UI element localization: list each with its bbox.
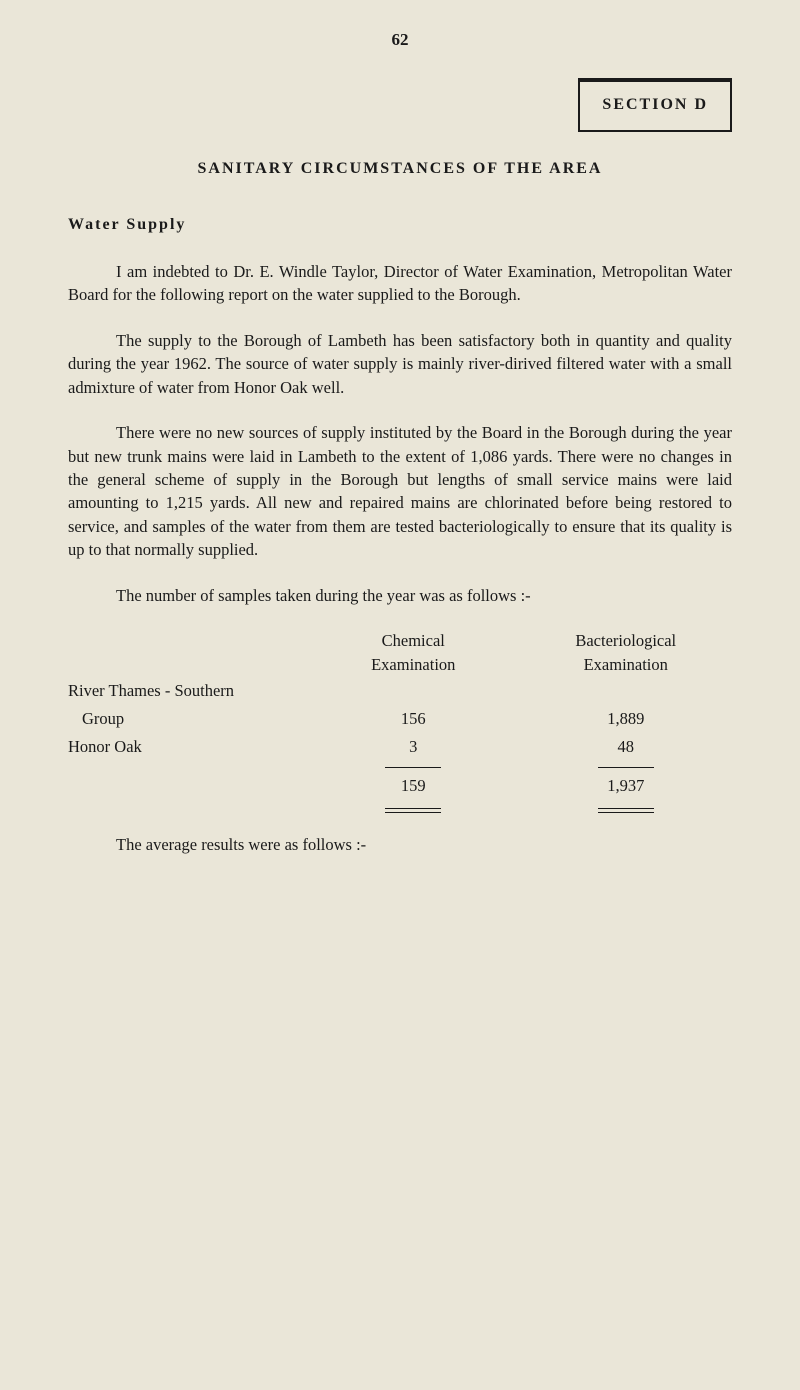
section-label-box: SECTION D <box>578 78 732 132</box>
table-row: Honor Oak 3 48 <box>68 733 732 761</box>
rule-single <box>385 767 441 768</box>
row-label-line2: Group <box>68 705 307 733</box>
paragraph-4: The number of samples taken during the y… <box>68 584 732 607</box>
paragraph-2: The supply to the Borough of Lambeth has… <box>68 329 732 399</box>
cell-empty <box>307 677 519 705</box>
paragraph-3: There were no new sources of supply inst… <box>68 421 732 562</box>
samples-table: Chemical Bacteriological Examination Exa… <box>68 629 732 817</box>
page-number: 62 <box>68 30 732 50</box>
closing-line: The average results were as follows :- <box>68 835 732 855</box>
table-header-empty <box>68 629 307 653</box>
rule-single <box>598 767 654 768</box>
subtitle-water-supply: Water Supply <box>68 216 732 234</box>
table-header-chemical-2: Examination <box>307 653 519 677</box>
table-header-row-2: Examination Examination <box>68 653 732 677</box>
table-header-bacteriological-1: Bacteriological <box>520 629 733 653</box>
table-header-empty-2 <box>68 653 307 677</box>
main-title: SANITARY CIRCUMSTANCES OF THE AREA <box>68 160 732 178</box>
row-label-line1: River Thames - Southern <box>68 677 307 705</box>
table-total-row: 159 1,937 <box>68 772 732 800</box>
cell-bacteriological: 48 <box>520 733 733 761</box>
table-row: River Thames - Southern <box>68 677 732 705</box>
total-bacteriological: 1,937 <box>520 772 733 800</box>
cell-chemical: 156 <box>307 705 519 733</box>
total-label-empty <box>68 772 307 800</box>
table-row: Group 156 1,889 <box>68 705 732 733</box>
document-page: 62 SECTION D SANITARY CIRCUMSTANCES OF T… <box>0 0 800 885</box>
cell-empty <box>520 677 733 705</box>
cell-bacteriological: 1,889 <box>520 705 733 733</box>
table-header-row-1: Chemical Bacteriological <box>68 629 732 653</box>
table-rule-row <box>68 761 732 772</box>
table-header-chemical-1: Chemical <box>307 629 519 653</box>
paragraph-1: I am indebted to Dr. E. Windle Taylor, D… <box>68 260 732 307</box>
table-rule-double-row <box>68 800 732 817</box>
table-header-bacteriological-2: Examination <box>520 653 733 677</box>
section-box-wrapper: SECTION D <box>68 78 732 132</box>
row-label-honor-oak: Honor Oak <box>68 733 307 761</box>
rule-double <box>385 808 441 813</box>
rule-double <box>598 808 654 813</box>
total-chemical: 159 <box>307 772 519 800</box>
cell-chemical: 3 <box>307 733 519 761</box>
samples-table-wrap: Chemical Bacteriological Examination Exa… <box>68 629 732 817</box>
